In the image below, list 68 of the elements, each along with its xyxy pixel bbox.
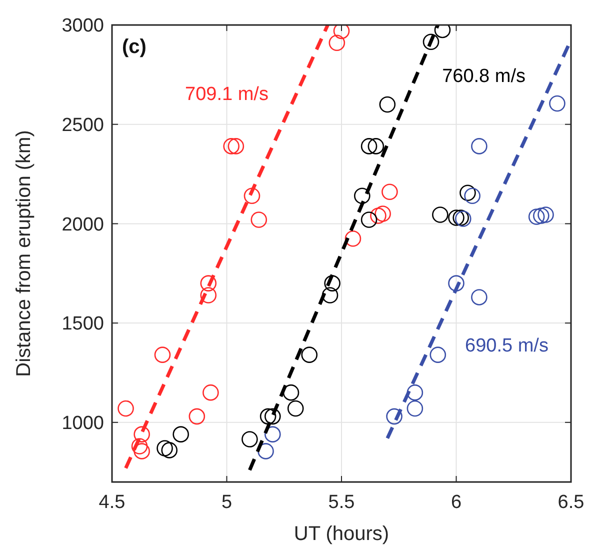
- point: [379, 96, 396, 113]
- point: [406, 384, 424, 401]
- point: [242, 431, 258, 448]
- point: [528, 208, 545, 225]
- y-tick-label: 1000: [62, 413, 104, 434]
- y-tick-label: 1500: [62, 314, 104, 335]
- point: [154, 346, 171, 363]
- point: [368, 138, 384, 154]
- annotation: 709.1 m/s: [185, 84, 268, 106]
- point: [264, 408, 281, 425]
- point: [328, 34, 346, 52]
- x-tick-label: 4.5: [98, 492, 126, 513]
- annotation: 760.8 m/s: [442, 66, 526, 87]
- point: [172, 426, 189, 442]
- y-tick-label: 2500: [62, 115, 104, 136]
- point: [406, 400, 424, 417]
- point: [324, 275, 340, 292]
- point: [430, 346, 446, 363]
- point: [322, 287, 338, 304]
- point: [200, 287, 217, 304]
- point: [260, 408, 276, 425]
- annotation: (c): [122, 36, 146, 58]
- point: [228, 138, 244, 154]
- point: [134, 443, 150, 460]
- point: [200, 275, 217, 292]
- point: [382, 184, 398, 200]
- point: [471, 138, 488, 154]
- point: [244, 188, 260, 204]
- point: [471, 289, 488, 306]
- y-tick-label: 2000: [62, 214, 104, 236]
- point: [301, 346, 318, 363]
- point: [344, 230, 362, 247]
- point: [533, 208, 550, 224]
- y-tick-label: 3000: [62, 16, 104, 37]
- point: [161, 442, 178, 458]
- x-tick-label: 6: [450, 492, 462, 513]
- point: [549, 95, 566, 112]
- point: [188, 408, 206, 425]
- point: [131, 438, 148, 454]
- point: [448, 275, 464, 292]
- point: [250, 212, 268, 228]
- point: [374, 206, 391, 222]
- x-tick-label: 6.5: [558, 492, 584, 513]
- point: [538, 206, 554, 223]
- point: [422, 34, 440, 50]
- point: [118, 400, 134, 417]
- point: [156, 440, 173, 456]
- x-tick-label: 5.5: [328, 492, 355, 513]
- point: [333, 25, 350, 40]
- point: [202, 384, 219, 401]
- point: [360, 138, 378, 154]
- point: [354, 188, 370, 204]
- x-tick-label: 5: [221, 492, 232, 513]
- point: [460, 184, 476, 202]
- point: [223, 138, 240, 154]
- point: [448, 210, 464, 226]
- x-axis-title: UT (hours): [294, 523, 390, 545]
- point: [432, 206, 448, 223]
- point: [134, 426, 150, 442]
- point: [464, 188, 480, 204]
- point: [264, 426, 281, 442]
- point: [360, 212, 378, 228]
- point: [370, 208, 386, 224]
- point: [287, 400, 304, 417]
- point: [386, 408, 402, 425]
- annotation: 690.5 m/s: [465, 336, 548, 357]
- y-axis-title: Distance from eruption (km): [13, 130, 35, 377]
- point: [282, 384, 300, 401]
